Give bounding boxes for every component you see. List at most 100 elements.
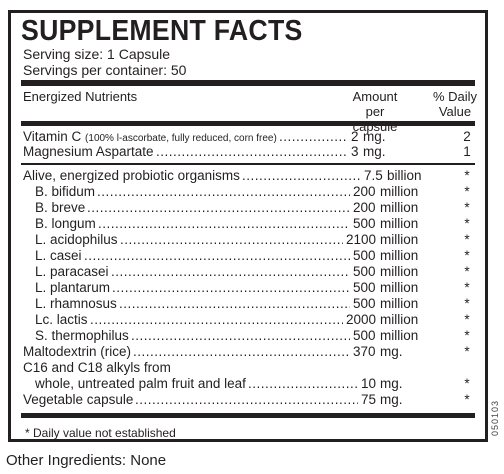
nutrient-amount: 370 [353,344,376,359]
daily-value: * [464,248,470,263]
nutrient-amount: 500 [353,248,376,263]
nutrient-name: Magnesium Aspartate [23,144,154,159]
nutrient-unit: mg. [380,376,403,391]
leader-dots: ........................................… [87,200,350,215]
thick-rule-bottom [21,413,475,418]
nutrient-amount: 200 [353,200,376,215]
daily-value: * [464,392,470,407]
leader-dots: ........................................… [133,344,350,359]
nutrient-name: B. longum [35,216,96,231]
nutrient-row: Magnesium Aspartate 3....................… [23,144,473,159]
daily-value: * [464,216,470,231]
nutrient-name: Vitamin C (100% l-ascorbate, fully reduc… [23,129,277,144]
leader-dots: ........................................… [119,296,350,311]
header-dv-line2: Value [438,104,472,119]
nutrient-unit: million [380,184,419,199]
nutrient-amount: 7.5 [364,168,383,183]
nutrient-unit: million [380,264,419,279]
nutrient-row: B. breve 200.............................… [23,200,473,215]
nutrient-unit: million [380,328,419,343]
servings-per-container: Servings per container: 50 [23,62,187,78]
nutrient-name: B. breve [35,200,86,215]
nutrient-unit: million [380,216,419,231]
nutrient-row: L. paracasei 500.........................… [23,264,473,279]
nutrient-unit: mg. [363,144,386,159]
nutrient-amount: 500 [353,264,376,279]
daily-value: * [464,344,470,359]
leader-dots: ........................................… [97,184,350,199]
panel-title: SUPPLEMENT FACTS [21,15,303,47]
nutrient-name: L. casei [35,248,82,263]
nutrient-unit: million [380,232,419,247]
nutrient-name: S. thermophilus [35,328,129,343]
nutrient-row: L. plantarum 500.........................… [23,280,473,295]
nutrient-name: L. plantarum [35,280,111,295]
daily-value: * [464,168,470,183]
nutrient-row: Lc. lactis 2000..........................… [23,312,473,327]
nutrient-row: whole, untreated palm fruit and leaf 10..… [23,376,473,391]
header-nutrients: Energized Nutrients [23,89,138,104]
nutrient-name: L. rhamnosus [35,296,117,311]
supplement-facts-panel: SUPPLEMENT FACTS Serving size: 1 Capsule… [8,10,488,442]
daily-value: 1 [463,144,471,159]
leader-dots: ........................................… [156,144,348,159]
nutrient-row: C16 and C18 alkyls from [23,360,473,375]
header-daily-value: % Daily Value [429,89,481,119]
leader-dots: ........................................… [111,264,350,279]
nutrient-name: L. acidophilus [35,232,118,247]
nutrient-unit: million [380,296,419,311]
nutrient-unit: billion [387,168,422,183]
daily-value: * [464,296,470,311]
nutrient-amount: 2100 [346,232,377,247]
thick-rule-header [21,121,475,126]
header-amount: Amount per capsule [344,89,406,134]
leader-dots: ........................................… [279,129,348,144]
leader-dots: ........................................… [120,232,343,247]
nutrient-name: Alive, energized probiotic organisms [23,168,240,183]
daily-value: * [464,200,470,215]
header-dv-line1: % Daily [432,89,478,104]
nutrient-name: whole, untreated palm fruit and leaf [35,376,246,391]
footnote: * Daily value not established [25,426,176,440]
nutrient-row: B. bifidum 200...........................… [23,184,473,199]
nutrient-unit: million [380,200,419,215]
nutrient-row: S. thermophilus 500......................… [23,328,473,343]
nutrient-amount: 2000 [346,312,377,327]
thick-rule-top [21,80,475,86]
side-code: 050103 [490,399,500,436]
nutrient-row: Vitamin C (100% l-ascorbate, fully reduc… [23,129,473,144]
nutrient-amount: 500 [353,328,376,343]
daily-value: * [464,376,470,391]
daily-value: * [464,280,470,295]
nutrient-name: C16 and C18 alkyls from [23,360,171,375]
nutrient-unit: million [380,280,419,295]
nutrient-amount: 2 [351,129,359,144]
nutrient-unit: mg. [380,344,403,359]
nutrient-name: B. bifidum [35,184,96,199]
nutrient-row: L. casei 500.............................… [23,248,473,263]
leader-dots: ........................................… [98,216,350,231]
nutrient-row: L. rhamnosus 500.........................… [23,296,473,311]
nutrient-amount: 200 [353,184,376,199]
daily-value: * [464,328,470,343]
nutrient-amount: 3 [351,144,359,159]
nutrient-unit: million [380,248,419,263]
nutrient-row: L. acidophilus 2100......................… [23,232,473,247]
daily-value: * [464,184,470,199]
nutrient-amount: 500 [353,296,376,311]
nutrient-amount: 500 [353,216,376,231]
nutrient-name: Vegetable capsule [23,392,134,407]
nutrient-amount: 75 [361,392,377,407]
nutrient-name: Lc. lactis [35,312,88,327]
leader-dots: ........................................… [248,376,358,391]
nutrient-amount: 500 [353,280,376,295]
other-ingredients: Other Ingredients: None [6,452,167,469]
daily-value: * [464,232,470,247]
nutrient-row: Vegetable capsule 75.....................… [23,392,473,407]
leader-dots: ........................................… [242,168,361,183]
serving-size: Serving size: 1 Capsule [23,46,171,62]
nutrient-row: B. longum 500............................… [23,216,473,231]
daily-value: * [464,264,470,279]
daily-value: 2 [463,129,471,144]
leader-dots: ........................................… [84,248,350,263]
